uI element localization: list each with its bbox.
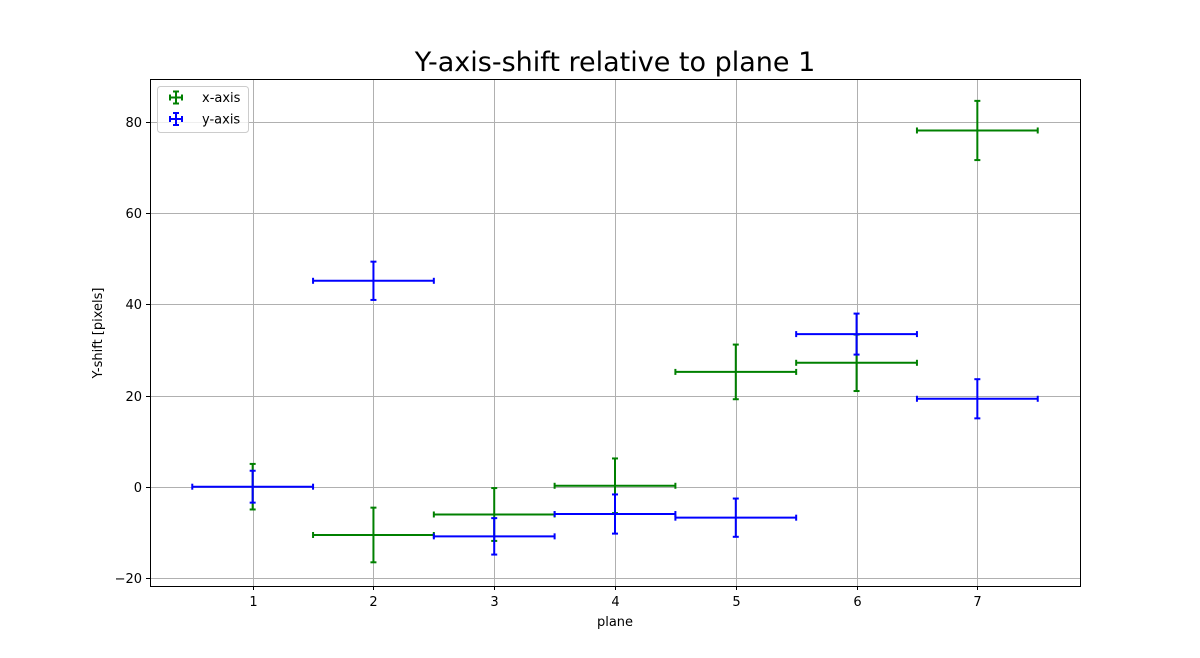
x-tick-label: 3 bbox=[490, 595, 498, 610]
series-x-axis bbox=[249, 99, 1039, 564]
errorbar-point bbox=[795, 312, 918, 356]
y-axis-label: Y-shift [pixels] bbox=[91, 288, 106, 380]
errorbar-point bbox=[312, 260, 435, 301]
legend-label-x-axis: x-axis bbox=[202, 91, 241, 106]
chart-title: Y-axis-shift relative to plane 1 bbox=[414, 47, 816, 78]
legend-marker-y-axis bbox=[169, 112, 183, 126]
errorbar-point bbox=[915, 378, 1039, 420]
x-tick-label: 6 bbox=[853, 595, 861, 610]
y-tick-label: 40 bbox=[125, 298, 142, 313]
ticks: 1 2 3 4 5 6 7 −20 0 20 40 60 80 bbox=[115, 116, 982, 610]
x-tick-label: 1 bbox=[249, 595, 257, 610]
errorbar-point bbox=[432, 517, 556, 556]
series-layer bbox=[191, 99, 1039, 564]
errorbar-point bbox=[915, 99, 1039, 162]
x-tick-label: 4 bbox=[611, 595, 619, 610]
y-tick-label: 0 bbox=[134, 481, 142, 496]
errorbar-point bbox=[674, 343, 798, 401]
legend-label-y-axis: y-axis bbox=[202, 113, 240, 128]
y-tick-label: 20 bbox=[125, 390, 142, 405]
errorbar-point bbox=[191, 469, 315, 504]
x-tick-label: 2 bbox=[369, 595, 377, 610]
y-tick-label: −20 bbox=[115, 572, 142, 587]
errorbar-point bbox=[553, 493, 677, 535]
x-tick-label: 5 bbox=[732, 595, 740, 610]
y-tick-label: 80 bbox=[125, 116, 142, 131]
legend-marker-x-axis bbox=[169, 90, 183, 105]
series-y-axis bbox=[191, 260, 1039, 556]
x-tick-label: 7 bbox=[973, 595, 981, 610]
legend: x-axis y-axis bbox=[157, 86, 249, 133]
errorbar-point bbox=[674, 497, 798, 538]
x-axis-label: plane bbox=[597, 615, 633, 630]
errorbar-point bbox=[312, 506, 435, 564]
y-tick-label: 60 bbox=[125, 207, 142, 222]
